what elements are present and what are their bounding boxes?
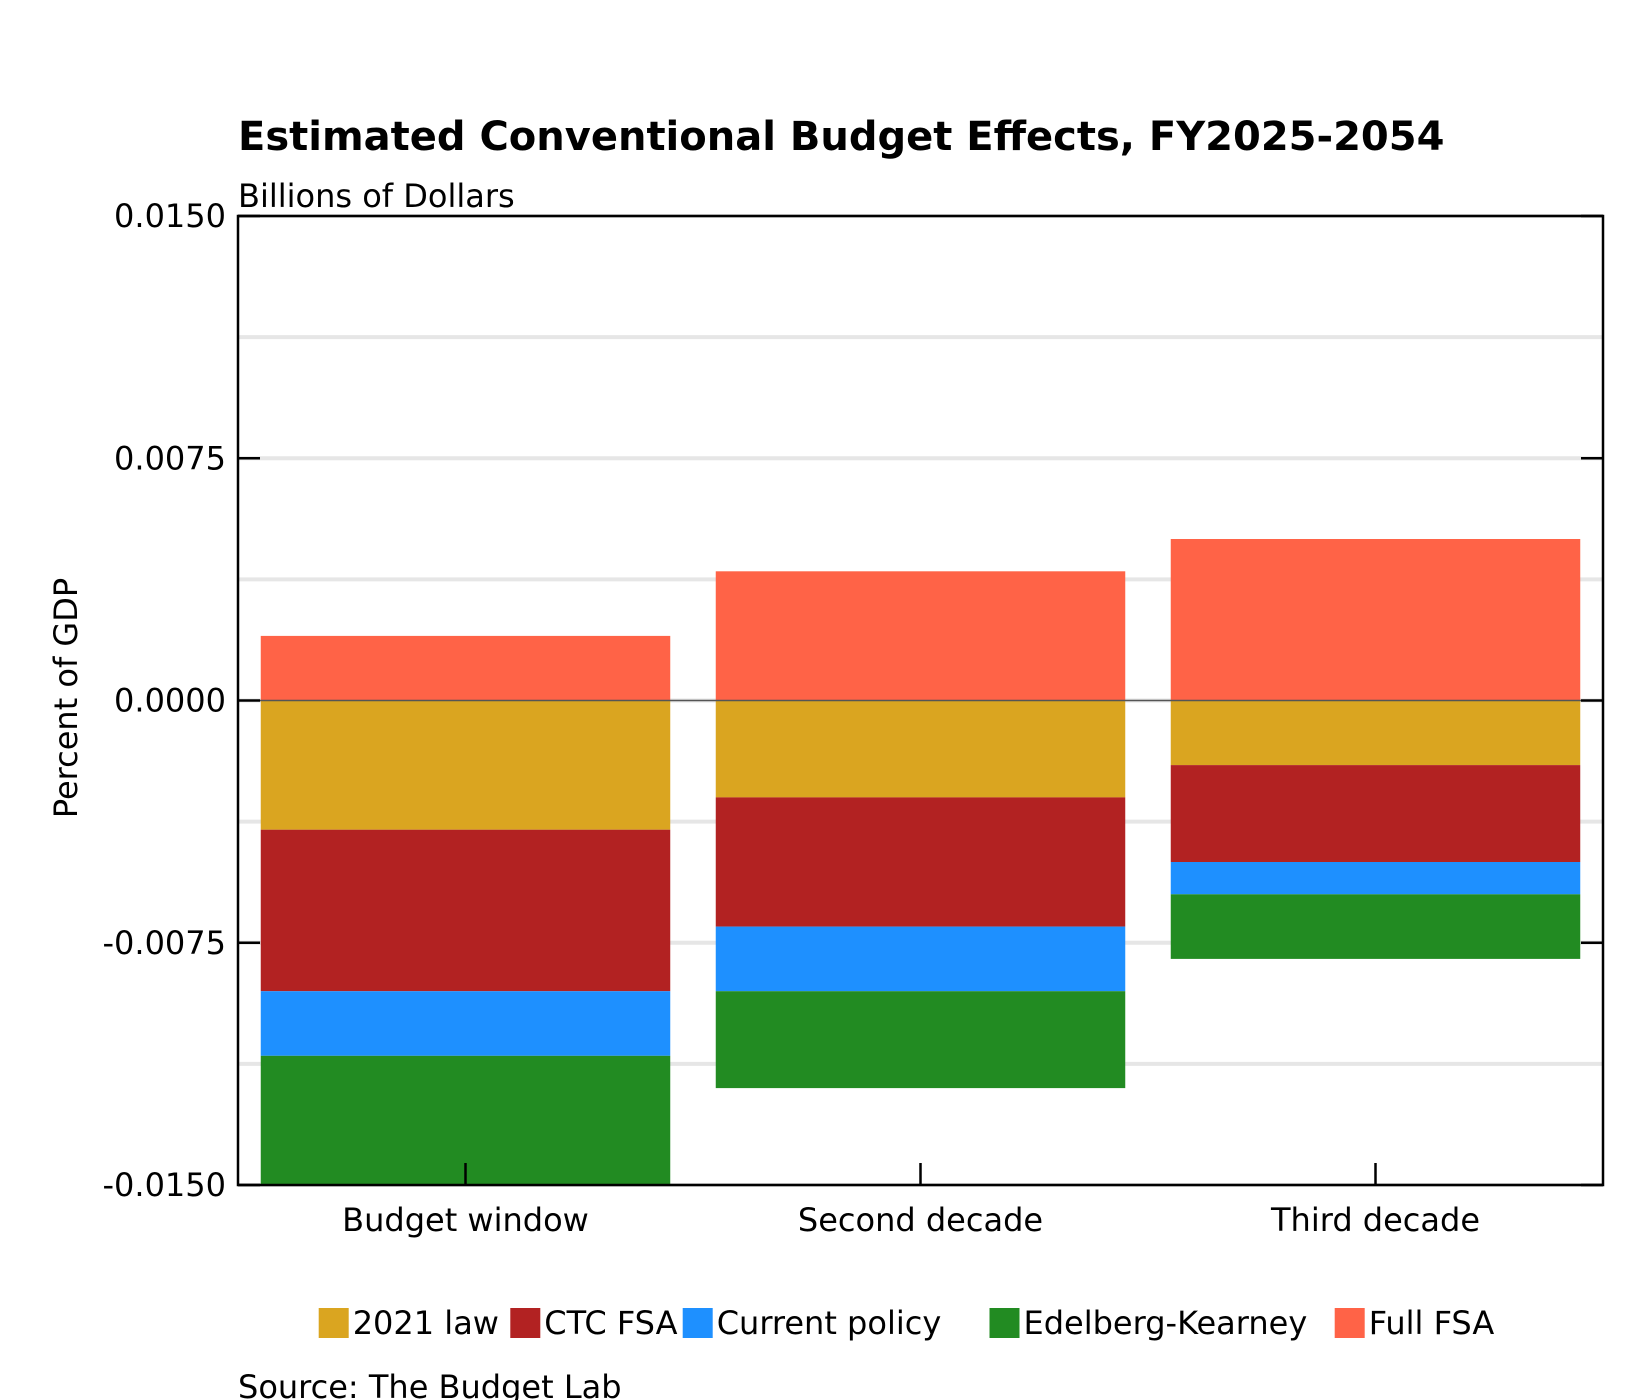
legend-swatch-edelberg-kearney xyxy=(989,1308,1020,1338)
legend-swatch-current-policy xyxy=(682,1308,713,1338)
legend-label-ctc-fsa: CTC FSA xyxy=(544,1304,677,1342)
x-tick-label: Budget window xyxy=(342,1201,589,1239)
legend-swatch-ctc-fsa xyxy=(510,1308,541,1338)
bar-current-policy xyxy=(715,926,1126,992)
y-tick-label: 0.0150 xyxy=(114,197,226,235)
bar-full-fsa xyxy=(260,635,671,701)
legend: 2021 law CTC FSA Current policy Edelberg-Ke… xyxy=(318,1304,1495,1342)
bar-edelberg-kearney xyxy=(1170,894,1581,959)
bar-ctc-fsa xyxy=(1170,765,1581,862)
x-tick-label: Third decade xyxy=(1270,1201,1480,1239)
bar-full-fsa xyxy=(1170,539,1581,701)
y-axis: -0.0150 -0.0075 0.0000 0.0075 0.0150 xyxy=(102,197,1603,1204)
y-tick-label: 0.0075 xyxy=(114,439,226,477)
bar-2021-law xyxy=(1170,700,1581,766)
chart-title: Estimated Conventional Budget Effects, F… xyxy=(238,114,1444,160)
y-tick-label: -0.0075 xyxy=(102,924,226,962)
chart-subtitle: Billions of Dollars xyxy=(238,177,515,215)
bar-2021-law xyxy=(715,700,1126,798)
x-axis: Budget window Second decade Third decade xyxy=(342,1163,1480,1239)
legend-label-full-fsa: Full FSA xyxy=(1369,1304,1495,1342)
bar-current-policy xyxy=(260,991,671,1056)
bar-ctc-fsa xyxy=(260,829,671,992)
legend-label-2021-law: 2021 law xyxy=(353,1304,499,1342)
bar-current-policy xyxy=(1170,862,1581,895)
x-tick-label: Second decade xyxy=(798,1201,1043,1239)
bar-edelberg-kearney xyxy=(715,991,1126,1089)
legend-swatch-2021-law xyxy=(318,1308,349,1338)
bars xyxy=(260,539,1581,1185)
y-axis-label: Percent of GDP xyxy=(47,578,85,818)
bar-full-fsa xyxy=(715,571,1126,701)
y-tick-label: -0.0150 xyxy=(102,1166,226,1204)
source-note: Source: The Budget Lab xyxy=(238,1368,622,1400)
legend-label-edelberg-kearney: Edelberg-Kearney xyxy=(1024,1304,1308,1342)
bar-ctc-fsa xyxy=(715,797,1126,927)
bar-2021-law xyxy=(260,700,671,830)
legend-swatch-full-fsa xyxy=(1334,1308,1365,1338)
legend-label-current-policy: Current policy xyxy=(717,1304,942,1342)
y-tick-label: 0.0000 xyxy=(114,682,226,720)
